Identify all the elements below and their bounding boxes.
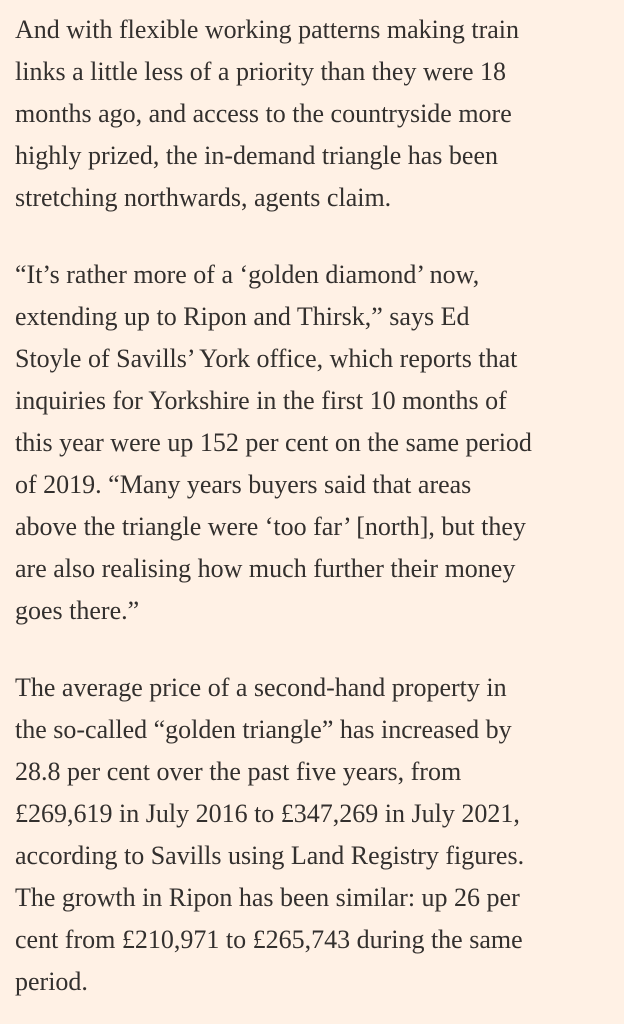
text-line: this year were up 152 per cent on the sa… (15, 428, 532, 457)
text-line: goes there.” (15, 596, 140, 625)
text-line: Stoyle of Savills’ York office, which re… (15, 344, 518, 373)
text-line: the so-called “golden triangle” has incr… (15, 715, 512, 744)
text-line: are also realising how much further thei… (15, 554, 516, 583)
text-line: of 2019. “Many years buyers said that ar… (15, 470, 472, 499)
text-line: according to Savills using Land Registry… (15, 841, 525, 870)
text-line: above the triangle were ‘too far’ [north… (15, 512, 526, 541)
text-line: highly prized, the in-demand triangle ha… (15, 141, 499, 170)
text-line: period. (15, 967, 88, 996)
text-line: stretching northwards, agents claim. (15, 183, 392, 212)
text-line: The growth in Ripon has been similar: up… (15, 883, 520, 912)
text-line: cent from £210,971 to £265,743 during th… (15, 925, 523, 954)
paragraph: The average price of a second-hand prope… (15, 667, 624, 1003)
text-line: 28.8 per cent over the past five years, … (15, 757, 462, 786)
text-line: months ago, and access to the countrysid… (15, 99, 512, 128)
paragraph: “It’s rather more of a ‘golden diamond’ … (15, 254, 624, 632)
text-line: And with flexible working patterns makin… (15, 15, 520, 44)
text-line: The average price of a second-hand prope… (15, 673, 507, 702)
text-line: £269,619 in July 2016 to £347,269 in Jul… (15, 799, 520, 828)
text-line: “It’s rather more of a ‘golden diamond’ … (15, 260, 480, 289)
paragraph: And with flexible working patterns makin… (15, 9, 624, 219)
text-line: extending up to Ripon and Thirsk,” says … (15, 302, 470, 331)
text-line: links a little less of a priority than t… (15, 57, 506, 86)
text-line: inquiries for Yorkshire in the first 10 … (15, 386, 507, 415)
